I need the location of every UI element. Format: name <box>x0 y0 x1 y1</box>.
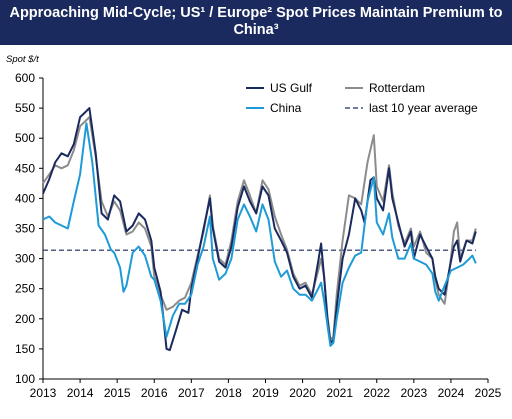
y-tick-label: 300 <box>15 252 35 266</box>
x-tick-label: 2015 <box>104 386 131 400</box>
x-tick-label: 2021 <box>326 386 353 400</box>
x-tick-label: 2020 <box>289 386 316 400</box>
x-tick-label: 2013 <box>30 386 57 400</box>
y-tick-label: 100 <box>15 372 35 386</box>
legend-label-us-gulf: US Gulf <box>270 81 313 95</box>
series-line-us-gulf <box>42 107 477 352</box>
legend-label-rotterdam: Rotterdam <box>369 81 425 95</box>
x-tick-label: 2017 <box>178 386 205 400</box>
series-group <box>42 107 477 352</box>
x-tick-label: 2024 <box>438 386 465 400</box>
y-tick-label: 600 <box>15 71 35 85</box>
legend: US Gulf Rotterdam China last 10 year averag… <box>246 81 478 115</box>
y-tick-label: 550 <box>15 101 35 115</box>
y-tick-label: 500 <box>15 131 35 145</box>
y-tick-label: 200 <box>15 312 35 326</box>
axes-group: 100 150 200 250 300 350 400 450 500 550 600 2013 201… <box>15 71 502 400</box>
y-tick-label: 150 <box>15 342 35 356</box>
chart-title-banner: Approaching Mid-Cycle; US¹ / Europe² Spo… <box>0 0 512 45</box>
series-line-rotterdam <box>42 116 477 341</box>
y-tick-label: 400 <box>15 191 35 205</box>
x-tick-label: 2019 <box>252 386 279 400</box>
x-tick-label: 2022 <box>363 386 390 400</box>
x-tick-label: 2014 <box>67 386 94 400</box>
chart-title-line-2: China³ <box>233 22 279 38</box>
legend-label-last-10-year-average: last 10 year average <box>369 101 478 115</box>
y-tick-label: 250 <box>15 282 35 296</box>
y-axis-unit-label: Spot $/t <box>6 54 39 65</box>
x-tick-label: 2018 <box>215 386 242 400</box>
x-tick-label: 2023 <box>400 386 427 400</box>
legend-label-china: China <box>270 101 302 115</box>
series-line-china <box>42 122 477 347</box>
y-tick-label: 350 <box>15 222 35 236</box>
x-tick-label: 2016 <box>141 386 168 400</box>
y-tick-label: 450 <box>15 161 35 175</box>
chart-title-line-1: Approaching Mid-Cycle; US¹ / Europe² Spo… <box>9 5 503 21</box>
x-tick-label: 2025 <box>475 386 502 400</box>
